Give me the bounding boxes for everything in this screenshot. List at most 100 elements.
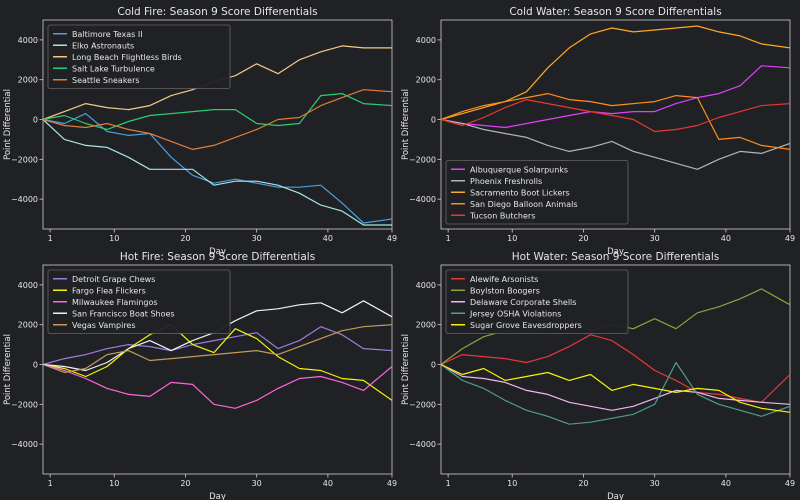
y-axis-label: Point Differential: [3, 334, 13, 405]
legend-label: Detroit Grape Chews: [72, 275, 155, 284]
legend-label: Tucson Butchers: [469, 211, 535, 220]
y-tick-label: 0: [431, 116, 436, 125]
legend-label: Salt Lake Turbulence: [72, 64, 155, 73]
x-tick-label: 10: [109, 234, 119, 243]
series-line-2: [440, 25, 791, 121]
legend-label: Albuquerque Solarpunks: [470, 165, 568, 174]
legend-label: Baltimore Texas II: [72, 30, 143, 39]
x-tick-label: 30: [252, 234, 262, 243]
y-tick-label: −4000: [409, 195, 436, 204]
y-tick-label: −2000: [11, 400, 38, 409]
legend-label: Sugar Grove Eavesdroppers: [470, 321, 582, 330]
x-axis-label: Day: [607, 247, 624, 257]
series-line-2: [440, 363, 791, 411]
y-axis-label: Point Differential: [401, 89, 411, 160]
legend-label: Jersey OSHA Violations: [469, 309, 561, 318]
x-tick-label: 10: [507, 479, 517, 488]
legend-label: Boylston Boogers: [470, 286, 540, 295]
y-tick-label: −2000: [409, 400, 436, 409]
x-axis-label: Day: [209, 492, 226, 500]
x-tick-label: 40: [721, 479, 731, 488]
series-line-1: [42, 119, 392, 226]
legend-label: Phoenix Freshrolls: [470, 177, 542, 186]
y-axis-label: Point Differential: [401, 334, 411, 405]
series-line-4: [440, 98, 791, 133]
chart-title: Cold Fire: Season 9 Score Differentials: [117, 6, 317, 18]
x-tick-label: 20: [578, 479, 588, 488]
x-axis-label: Day: [209, 247, 226, 257]
y-tick-label: 2000: [416, 321, 436, 330]
x-tick-label: 49: [387, 234, 397, 243]
x-axis-label: Day: [607, 492, 624, 500]
y-tick-label: −4000: [11, 195, 38, 204]
legend-label: San Diego Balloon Animals: [470, 200, 578, 209]
chart-panel-2: Hot Fire: Season 9 Score Differentials 1 1…: [3, 251, 397, 500]
y-tick-label: 4000: [416, 36, 436, 45]
x-tick-label: 20: [578, 234, 588, 243]
y-tick-label: −2000: [11, 155, 38, 164]
y-tick-label: −2000: [409, 155, 436, 164]
x-tick-label: 20: [180, 234, 190, 243]
x-tick-label: 10: [109, 479, 119, 488]
legend-box: [47, 24, 231, 89]
series-line-4: [42, 324, 393, 374]
series-line-3: [440, 361, 791, 425]
chart-title: Hot Fire: Season 9 Score Differentials: [120, 251, 315, 263]
legend-label: Delaware Corporate Shells: [470, 298, 576, 307]
legend-label: Fargo Flea Flickers: [72, 286, 146, 295]
x-tick-label: 20: [180, 479, 190, 488]
legend-label: Sacramento Boot Lickers: [470, 188, 570, 197]
x-tick-label: 40: [323, 479, 333, 488]
series-line-3: [440, 92, 791, 150]
chart-panel-1: Cold Water: Season 9 Score Differentials…: [401, 6, 795, 257]
series-line-0: [42, 112, 393, 224]
y-axis-label: Point Differential: [3, 89, 13, 160]
y-tick-label: 0: [33, 361, 38, 370]
series-line-2: [42, 363, 393, 409]
x-tick-label: 49: [785, 479, 795, 488]
legend-label: Elko Astronauts: [72, 41, 134, 50]
x-tick-label: 49: [387, 479, 397, 488]
x-tick-label: 30: [252, 479, 262, 488]
x-tick-label: 1: [48, 479, 53, 488]
legend-label: Milwaukee Flamingos: [72, 298, 158, 307]
x-tick-label: 30: [650, 234, 660, 243]
x-tick-label: 40: [323, 234, 333, 243]
x-tick-label: 10: [507, 234, 517, 243]
legend-label: Long Beach Flightless Birds: [72, 53, 182, 62]
y-tick-label: 0: [431, 361, 436, 370]
x-tick-label: 1: [48, 234, 53, 243]
legend-box: [47, 269, 231, 334]
legend-label: Vegas Vampires: [72, 321, 136, 330]
x-tick-label: 1: [446, 234, 451, 243]
y-tick-label: 4000: [416, 281, 436, 290]
legend-label: San Francisco Boat Shoes: [72, 309, 175, 318]
series-line-1: [440, 118, 791, 170]
chart-panel-3: Hot Water: Season 9 Score Differentials 1…: [401, 251, 795, 500]
y-tick-label: 0: [33, 116, 38, 125]
y-tick-label: 4000: [18, 281, 38, 290]
x-tick-label: 49: [785, 234, 795, 243]
x-tick-label: 40: [721, 234, 731, 243]
x-tick-label: 1: [446, 479, 451, 488]
legend-box: [445, 269, 629, 334]
legend-box: [445, 160, 629, 225]
chart-panel-0: Cold Fire: Season 9 Score Differentials 1…: [3, 6, 397, 257]
series-line-0: [440, 65, 791, 129]
series-line-3: [42, 92, 393, 131]
chart-title: Cold Water: Season 9 Score Differentials: [509, 6, 721, 18]
legend-label: Seattle Sneakers: [72, 76, 140, 85]
series-line-0: [440, 334, 791, 403]
y-tick-label: 2000: [18, 321, 38, 330]
series-line-4: [42, 89, 393, 150]
y-tick-label: 2000: [416, 76, 436, 85]
chart-title: Hot Water: Season 9 Score Differentials: [512, 251, 719, 263]
y-tick-label: 4000: [18, 36, 38, 45]
x-tick-label: 30: [650, 479, 660, 488]
legend-label: Alewife Arsonists: [470, 275, 538, 284]
y-tick-label: 2000: [18, 76, 38, 85]
series-line-1: [42, 324, 393, 401]
series-line-4: [440, 363, 791, 413]
series-line-0: [42, 326, 393, 366]
